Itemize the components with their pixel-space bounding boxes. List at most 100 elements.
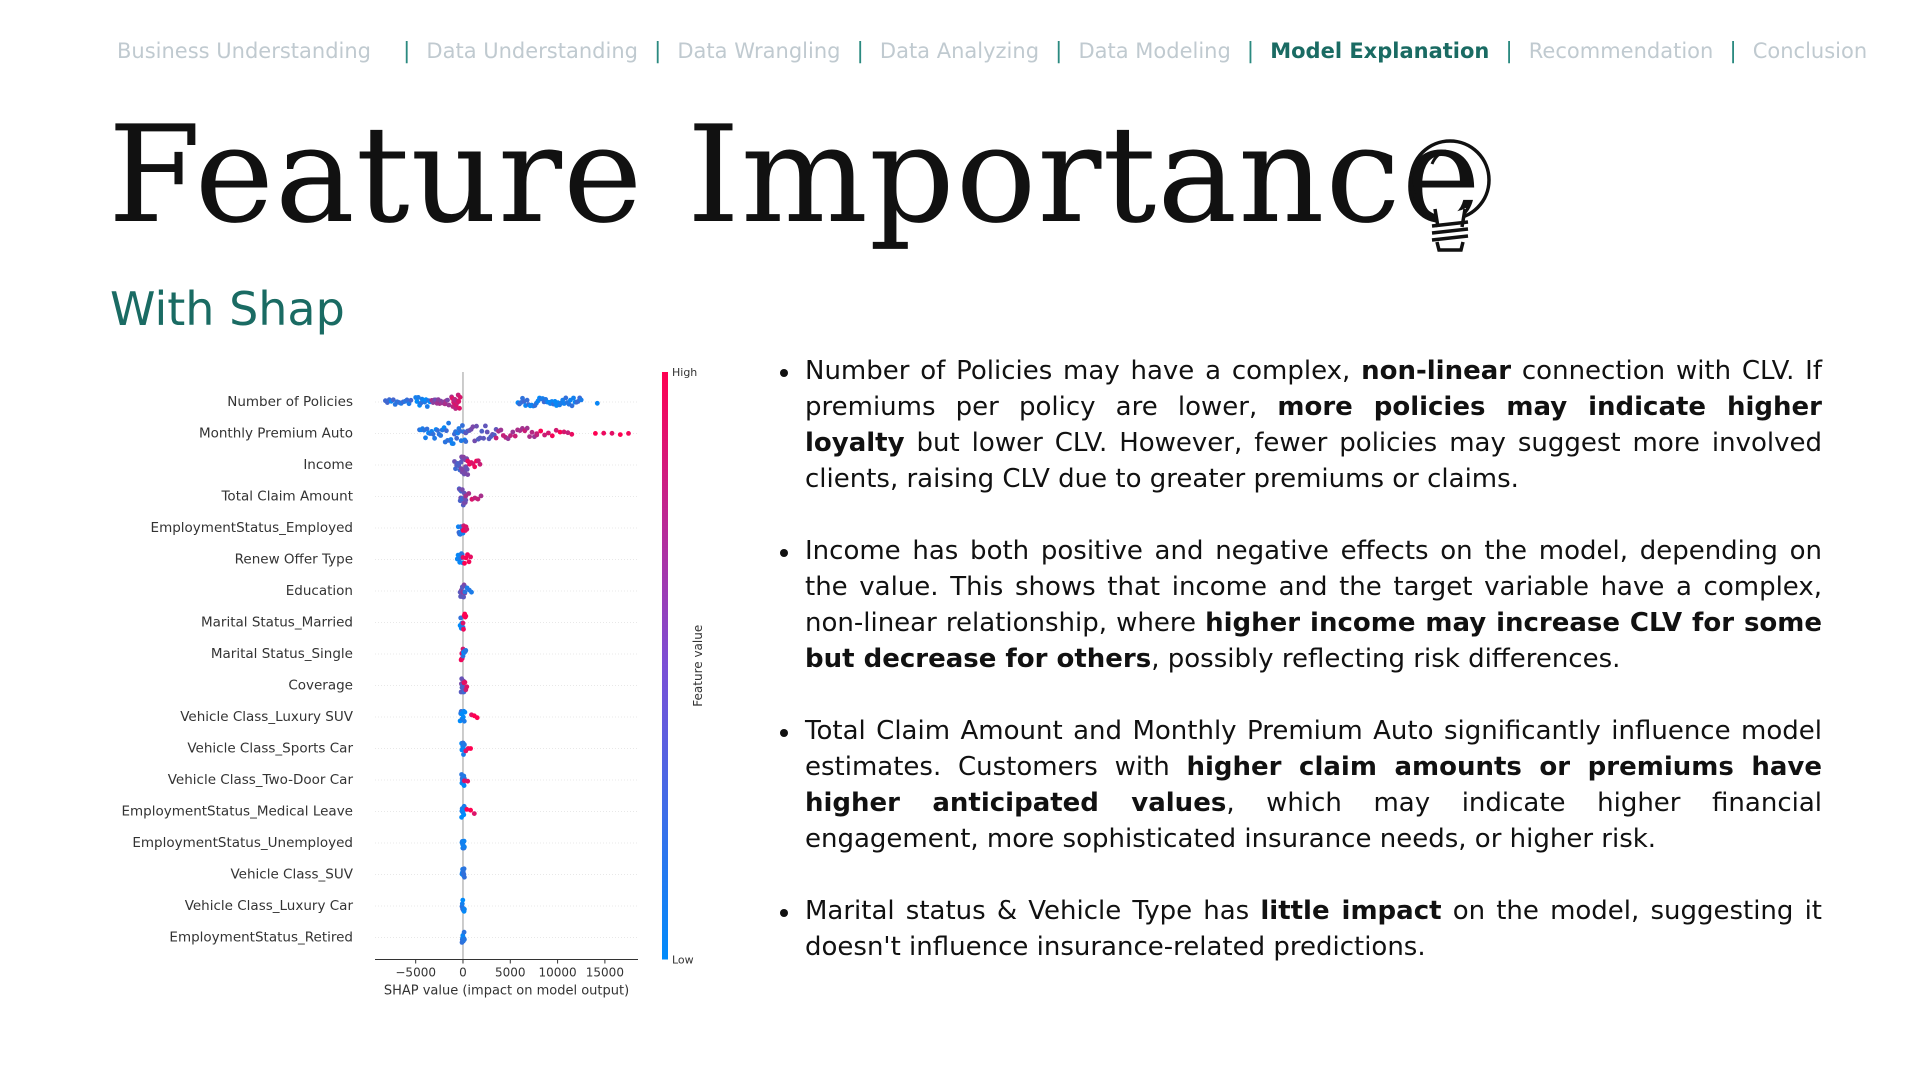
shap-point — [569, 403, 575, 409]
shap-point — [609, 430, 615, 436]
shap-point — [459, 487, 465, 492]
shap-point — [538, 428, 544, 434]
shap-summary-chart: Number of Policies Monthly Premium Auto In… — [122, 366, 706, 999]
shap-point — [527, 434, 532, 439]
nav-separator: | — [403, 38, 411, 64]
nav-item-model-explanation[interactable]: Model Explanation — [1270, 39, 1490, 63]
shap-point — [414, 399, 420, 404]
shap-point — [466, 491, 472, 496]
bullet-text: Number of Policies may have a complex, — [805, 356, 1362, 386]
shap-point — [464, 526, 470, 532]
feature-label: Education — [286, 583, 353, 599]
nav-separator: | — [1055, 38, 1063, 64]
bullet-text: , which may indicate higher financial en… — [805, 788, 1822, 854]
bullet-text: Total Claim Amount and Monthly Premium A… — [805, 716, 1822, 782]
shap-point — [464, 467, 470, 472]
bullet-text: , possibly reflecting risk differences. — [1151, 644, 1621, 674]
shap-point — [460, 897, 466, 903]
shap-point — [477, 461, 483, 467]
shap-point — [475, 496, 481, 502]
shap-point — [553, 427, 559, 433]
shap-point — [465, 472, 471, 477]
shap-point — [462, 844, 467, 850]
nav-separator: | — [1505, 38, 1513, 64]
bullet-text: Marital status & Vehicle Type has — [805, 896, 1261, 926]
nav-separator: | — [856, 38, 864, 64]
lightbulb-icon — [1409, 139, 1491, 252]
shap-point — [469, 589, 474, 595]
shap-point — [444, 428, 449, 434]
nav-item-data-modeling[interactable]: Data Modeling — [1078, 39, 1231, 63]
shap-point — [578, 397, 584, 403]
feature-label: Marital Status_Single — [211, 646, 353, 662]
feature-value-colorbar — [662, 372, 668, 960]
x-tick-label: −5000 — [395, 966, 436, 980]
shap-point — [462, 937, 467, 942]
shap-point — [484, 429, 490, 435]
bullet-text: Income has both positive and negative ef… — [805, 536, 1822, 638]
bullet-emphasis: more policies may indicate higher loyalt… — [805, 392, 1822, 458]
shap-point — [601, 430, 607, 436]
shap-point — [542, 432, 547, 438]
x-tick-label: 0 — [459, 966, 467, 980]
shap-point — [461, 929, 467, 935]
nav-item-data-understanding[interactable]: Data Understanding — [426, 39, 638, 63]
shap-point — [408, 397, 414, 403]
shap-point — [561, 429, 567, 435]
feature-label: EmploymentStatus_Retired — [169, 930, 353, 946]
shap-point — [549, 433, 555, 439]
shap-point — [457, 405, 462, 411]
shap-point — [462, 560, 467, 566]
shap-point — [594, 400, 600, 406]
feature-label: Total Claim Amount — [220, 489, 353, 505]
shap-point — [472, 464, 478, 470]
shap-point — [445, 397, 450, 403]
shap-point — [461, 594, 466, 600]
shap-point — [432, 435, 437, 441]
feature-label: Vehicle Class_Luxury SUV — [180, 709, 354, 725]
shap-point — [461, 783, 467, 788]
shap-point — [617, 432, 623, 437]
insight-bullet: Total Claim Amount and Monthly Premium A… — [778, 713, 1822, 857]
shap-point — [474, 715, 480, 721]
shap-point — [464, 807, 470, 812]
feature-label: Vehicle Class_SUV — [230, 867, 353, 883]
shap-point — [454, 435, 460, 441]
bullet-text: on the model, suggesting it doesn't infl… — [805, 896, 1822, 962]
shap-point — [529, 429, 535, 435]
shap-point — [462, 906, 467, 912]
shap-point — [471, 811, 477, 816]
shap-point — [478, 493, 484, 499]
feature-label: Marital Status_Married — [201, 615, 353, 631]
nav-item-conclusion[interactable]: Conclusion — [1752, 39, 1868, 63]
shap-point — [453, 466, 458, 472]
shap-point — [470, 424, 476, 430]
shap-point — [446, 402, 452, 408]
nav-item-data-analyzing[interactable]: Data Analyzing — [879, 39, 1040, 63]
shap-point — [456, 399, 462, 404]
shap-point — [462, 709, 468, 715]
shap-point — [450, 441, 456, 446]
shap-point — [512, 433, 518, 439]
shap-point — [479, 428, 485, 434]
shap-point — [461, 718, 467, 724]
shap-point — [390, 397, 396, 403]
section-nav: Business Understanding | Data Understandin… — [117, 36, 1867, 66]
feature-label: Vehicle Class_Luxury Car — [185, 898, 354, 914]
chart-gridlines — [375, 401, 638, 938]
shap-point — [593, 431, 598, 436]
x-axis: −5000 0 5000 10000 15000 — [375, 959, 638, 980]
nav-item-data-wrangling[interactable]: Data Wrangling — [677, 39, 841, 63]
nav-item-business-understanding[interactable]: Business Understanding — [117, 39, 371, 63]
shap-point — [461, 838, 467, 844]
nav-item-recommendation[interactable]: Recommendation — [1528, 39, 1714, 63]
shap-point — [461, 866, 467, 872]
feature-label: Vehicle Class_Two-Door Car — [168, 772, 354, 788]
bullet-text: connection with CLV. If premiums per pol… — [805, 356, 1822, 422]
shap-point — [498, 427, 504, 433]
insight-bullet: Marital status & Vehicle Type has little… — [778, 893, 1822, 965]
shap-point — [462, 679, 468, 685]
feature-labels: Number of Policies Monthly Premium Auto In… — [122, 394, 354, 946]
shap-points — [383, 392, 631, 945]
nav-separator: | — [1729, 38, 1737, 64]
